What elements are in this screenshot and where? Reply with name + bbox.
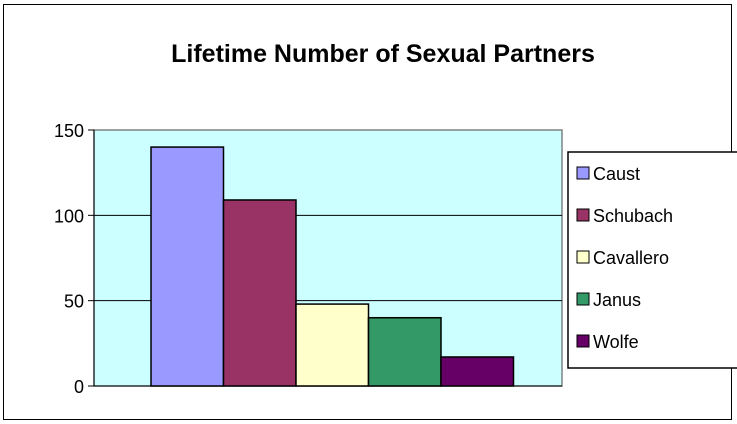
- legend-swatch-schubach: [576, 208, 590, 222]
- legend-swatch-janus: [576, 292, 590, 306]
- bar-janus: [367, 316, 442, 387]
- legend-swatch-caust: [576, 166, 590, 180]
- chart-title: Lifetime Number of Sexual Partners: [171, 40, 595, 68]
- bar-cavallero: [295, 303, 370, 387]
- y-tick-label: 150: [54, 121, 84, 141]
- y-tick-label: 100: [54, 206, 84, 226]
- legend-swatch-cavallero: [576, 250, 590, 264]
- legend-label-schubach: Schubach: [593, 206, 673, 226]
- bar-schubach: [222, 199, 297, 387]
- legend-box: [567, 151, 737, 369]
- y-tick-label: 0: [74, 377, 84, 397]
- legend: Caust Schubach Cavallero Janus Wolfe: [567, 151, 737, 369]
- legend-label-janus: Janus: [593, 290, 641, 310]
- bar-wolfe: [440, 356, 515, 387]
- legend-label-cavallero: Cavallero: [593, 248, 669, 268]
- bars: [150, 146, 515, 387]
- y-tick-label: 50: [64, 292, 84, 312]
- bar-caust: [150, 146, 225, 387]
- legend-label-wolfe: Wolfe: [593, 332, 639, 352]
- legend-label-caust: Caust: [593, 164, 640, 184]
- legend-swatch-wolfe: [576, 334, 590, 348]
